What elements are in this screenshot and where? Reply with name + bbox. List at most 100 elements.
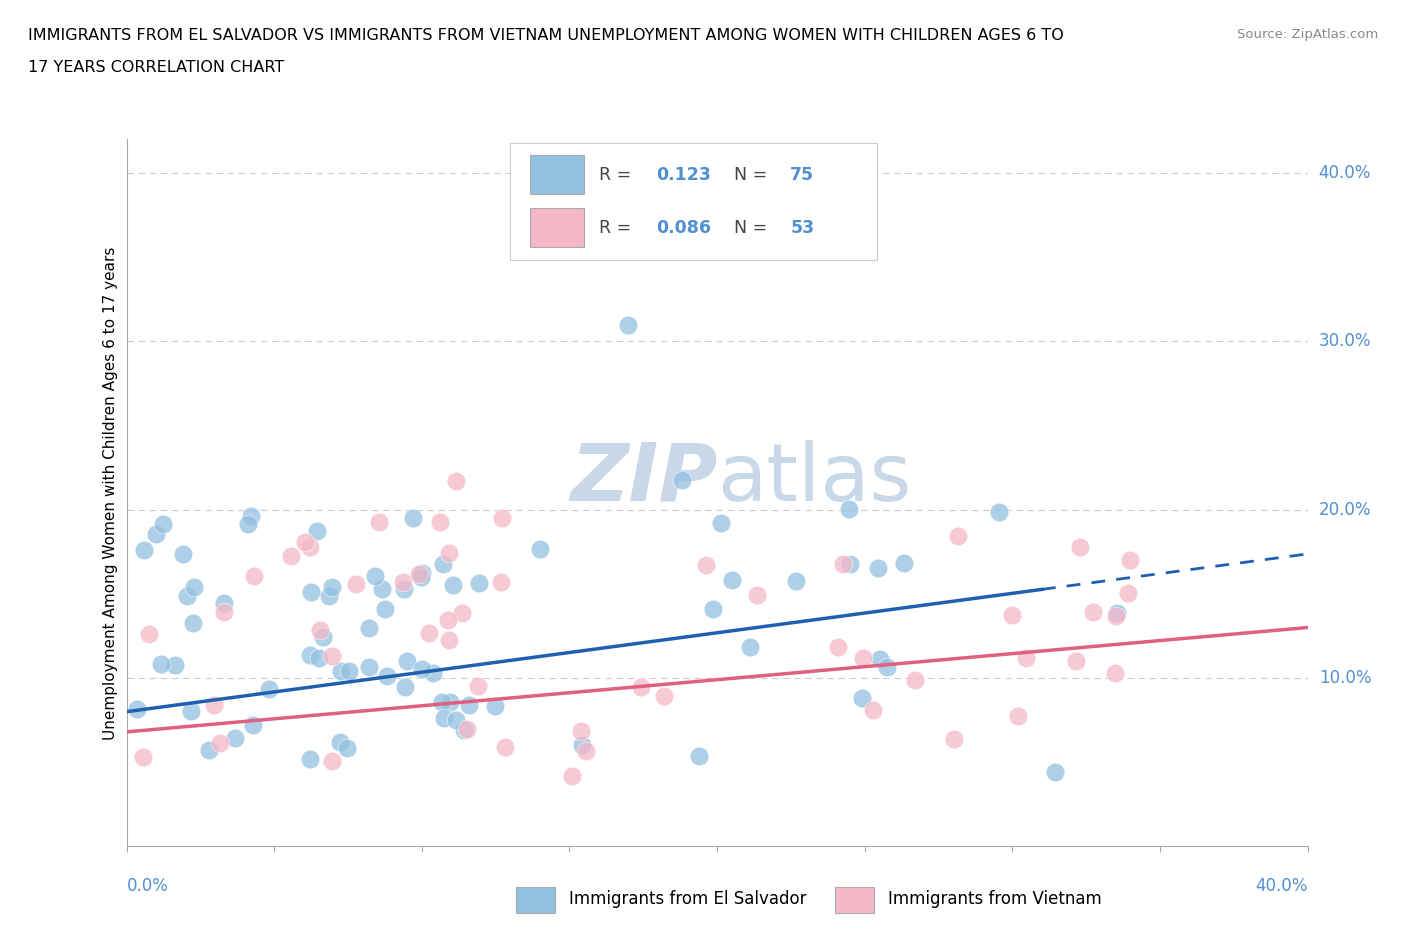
Point	[494, 739, 516, 754]
Point	[745, 587, 768, 602]
Bar	[530, 155, 583, 194]
Point	[429, 515, 451, 530]
Point	[308, 651, 330, 666]
Point	[561, 768, 583, 783]
Point	[394, 679, 416, 694]
Point	[294, 535, 316, 550]
Point	[1066, 654, 1088, 669]
Point	[946, 528, 969, 543]
Point	[152, 517, 174, 532]
Point	[408, 566, 430, 581]
Point	[329, 663, 352, 678]
Point	[321, 648, 343, 663]
Point	[866, 561, 889, 576]
Point	[181, 616, 204, 631]
Point	[395, 653, 418, 668]
Point	[444, 473, 467, 488]
Point	[198, 742, 221, 757]
Point	[240, 509, 263, 524]
Point	[224, 731, 246, 746]
Point	[132, 542, 155, 557]
Point	[394, 582, 416, 597]
Text: N =: N =	[723, 166, 773, 184]
Point	[337, 664, 360, 679]
Text: 17 YEARS CORRELATION CHART: 17 YEARS CORRELATION CHART	[28, 60, 284, 75]
Text: 20.0%: 20.0%	[1319, 500, 1371, 519]
Point	[1118, 586, 1140, 601]
Text: ZIP: ZIP	[569, 440, 717, 518]
Point	[149, 657, 172, 671]
Point	[436, 612, 458, 627]
Point	[437, 546, 460, 561]
Text: 40.0%: 40.0%	[1256, 877, 1308, 895]
Point	[344, 577, 367, 591]
Point	[1081, 604, 1104, 619]
Point	[1007, 709, 1029, 724]
Text: Immigrants from Vietnam: Immigrants from Vietnam	[889, 890, 1102, 909]
Point	[418, 625, 440, 640]
Point	[214, 595, 236, 610]
Point	[1015, 651, 1038, 666]
Text: IMMIGRANTS FROM EL SALVADOR VS IMMIGRANTS FROM VIETNAM UNEMPLOYMENT AMONG WOMEN : IMMIGRANTS FROM EL SALVADOR VS IMMIGRANT…	[28, 28, 1064, 43]
Point	[145, 526, 167, 541]
Point	[299, 584, 322, 599]
Point	[1105, 609, 1128, 624]
Point	[371, 581, 394, 596]
Text: 30.0%: 30.0%	[1319, 332, 1371, 351]
Point	[851, 691, 873, 706]
Text: Immigrants from El Salvador: Immigrants from El Salvador	[569, 890, 807, 909]
Point	[869, 652, 891, 667]
Point	[374, 602, 396, 617]
Point	[183, 579, 205, 594]
Text: 0.0%: 0.0%	[127, 877, 169, 895]
Point	[1119, 552, 1142, 567]
Point	[484, 699, 506, 714]
Point	[165, 658, 187, 672]
Point	[437, 633, 460, 648]
Point	[402, 511, 425, 525]
Point	[392, 574, 415, 589]
Point	[827, 639, 849, 654]
Point	[312, 630, 335, 644]
Point	[695, 558, 717, 573]
Point	[318, 589, 340, 604]
Point	[259, 682, 281, 697]
Point	[131, 750, 153, 764]
Point	[336, 741, 359, 756]
Text: R =: R =	[599, 166, 637, 184]
Point	[569, 724, 592, 738]
Point	[852, 650, 875, 665]
Point	[321, 753, 343, 768]
Point	[617, 317, 640, 332]
Text: 40.0%: 40.0%	[1319, 165, 1371, 182]
Point	[432, 557, 454, 572]
Point	[433, 711, 456, 725]
Point	[1043, 764, 1066, 779]
Point	[491, 512, 513, 526]
Text: 0.123: 0.123	[655, 166, 710, 184]
Point	[453, 722, 475, 737]
Point	[172, 547, 194, 562]
Point	[359, 621, 381, 636]
Point	[180, 703, 202, 718]
Point	[125, 702, 148, 717]
Bar	[835, 886, 875, 913]
Point	[671, 472, 693, 487]
Point	[209, 736, 232, 751]
Point	[721, 572, 744, 587]
Point	[489, 575, 512, 590]
Point	[893, 556, 915, 571]
Text: R =: R =	[599, 219, 637, 237]
Point	[630, 680, 652, 695]
Bar	[516, 886, 555, 913]
Point	[688, 749, 710, 764]
Point	[943, 731, 966, 746]
Point	[364, 569, 387, 584]
Text: 10.0%: 10.0%	[1319, 669, 1371, 687]
FancyBboxPatch shape	[510, 143, 876, 259]
Point	[307, 524, 329, 538]
Point	[654, 688, 676, 703]
Point	[1069, 539, 1091, 554]
Text: N =: N =	[723, 219, 773, 237]
Point	[411, 662, 433, 677]
